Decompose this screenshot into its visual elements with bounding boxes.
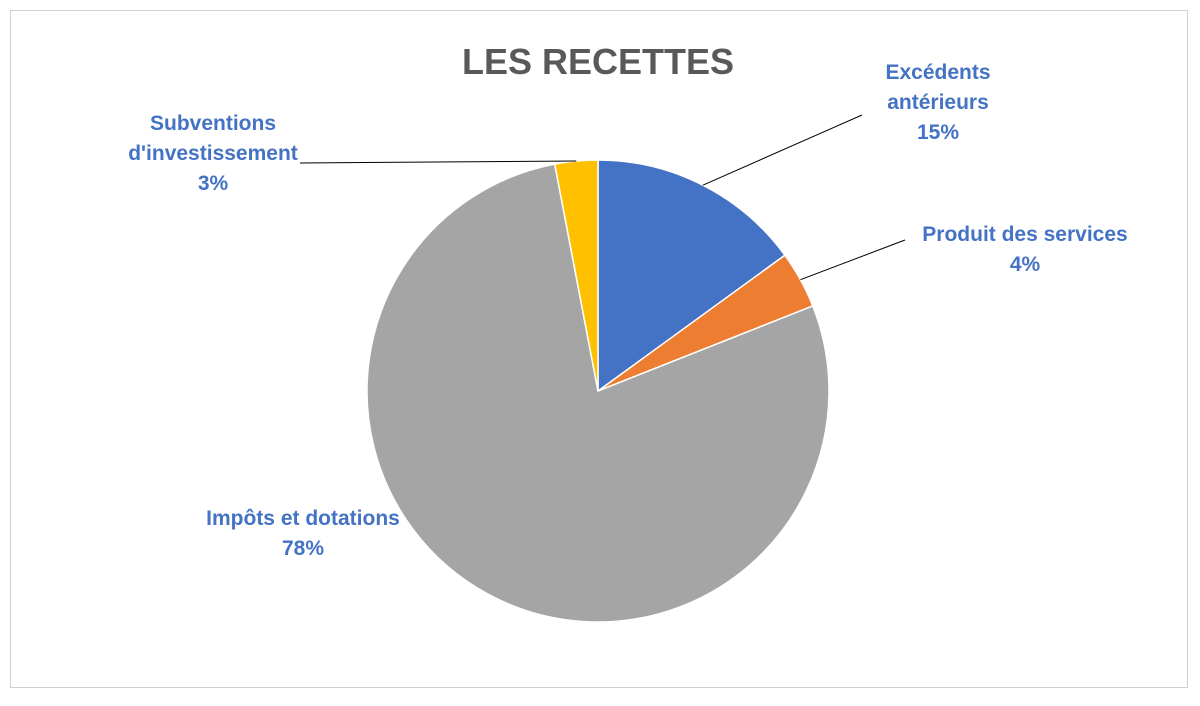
label-value: 78% xyxy=(281,537,325,560)
label-value: 15% xyxy=(916,121,960,144)
leader-line xyxy=(800,239,906,281)
label-name: Subventions d'investissement xyxy=(128,112,298,165)
data-label: Impôts et dotations 78% xyxy=(173,504,433,564)
label-name: Impôts et dotations xyxy=(206,507,400,530)
label-name: Produit des services xyxy=(922,223,1128,246)
leader-line xyxy=(702,114,863,186)
data-label: Subventions d'investissement 3% xyxy=(108,109,318,199)
data-label: Produit des services 4% xyxy=(895,220,1155,280)
leader-line xyxy=(299,160,577,164)
pie-slice xyxy=(366,163,830,623)
label-value: 4% xyxy=(1009,253,1041,276)
chart-frame xyxy=(10,10,1188,688)
chart-title: LES RECETTES xyxy=(462,41,734,82)
data-label: Excédents antérieurs 15% xyxy=(853,58,1023,148)
label-value: 3% xyxy=(197,172,229,195)
label-name: Excédents antérieurs xyxy=(885,61,991,114)
pie-slice xyxy=(597,159,786,393)
